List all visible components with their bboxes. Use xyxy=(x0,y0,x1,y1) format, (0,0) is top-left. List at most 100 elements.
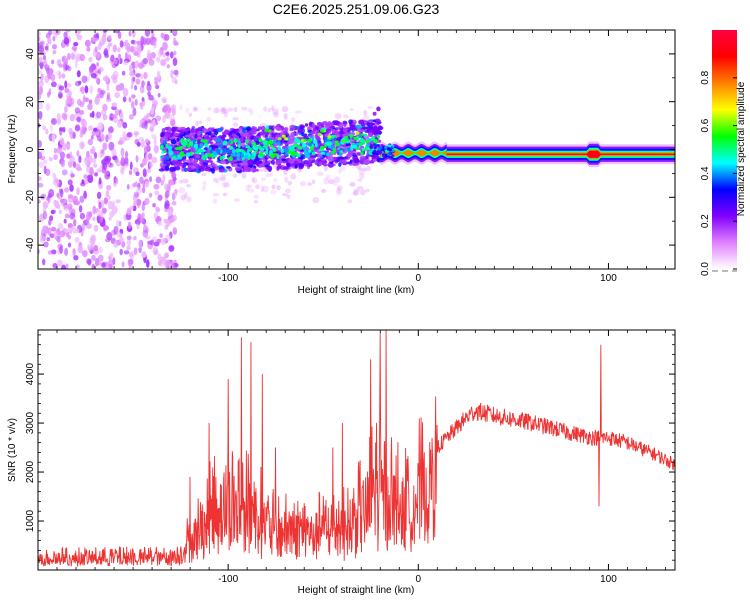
spectral-blob xyxy=(115,161,122,167)
spectral-blob xyxy=(179,104,183,111)
spectral-blob xyxy=(43,165,47,175)
spectral-blob xyxy=(174,188,178,195)
spectral-blob xyxy=(314,134,318,139)
spectral-blob xyxy=(74,80,81,87)
spectral-blob xyxy=(97,122,104,131)
spectral-blob xyxy=(63,105,68,113)
spectral-blob xyxy=(197,126,204,131)
spectral-blob xyxy=(64,88,70,94)
spectral-blob xyxy=(233,107,238,113)
spectral-blob xyxy=(167,108,172,114)
spectral-blob xyxy=(86,150,90,159)
spectral-blob xyxy=(51,59,55,65)
spectral-blob xyxy=(102,142,108,151)
spectral-blob xyxy=(230,153,236,157)
spectral-blob xyxy=(247,184,253,188)
spectral-blob xyxy=(277,137,282,141)
spectral-blob xyxy=(290,173,297,180)
spectral-blob xyxy=(105,134,109,143)
spectral-blob xyxy=(164,203,170,210)
spectral-blob xyxy=(142,58,148,65)
spectral-blob xyxy=(316,171,324,177)
spectral-blob xyxy=(154,190,160,196)
spectral-blob xyxy=(281,106,289,113)
spectral-blob xyxy=(129,71,135,77)
spectral-blob xyxy=(107,259,114,267)
spectral-blob xyxy=(271,159,276,166)
spectral-blob xyxy=(180,194,187,201)
spectral-blob xyxy=(176,137,180,142)
spectral-blob xyxy=(187,167,192,172)
spectral-blob xyxy=(185,138,191,142)
spectral-blob xyxy=(221,148,227,153)
spectral-blob xyxy=(221,135,226,142)
spectral-blob xyxy=(142,181,146,188)
colorbar: 0.0 0.2 0.4 0.6 0.8 Normalized spectral ampl… xyxy=(700,30,747,276)
spectral-blob xyxy=(342,120,348,125)
spectral-blob xyxy=(378,151,382,155)
spectral-blob xyxy=(148,94,154,101)
spectral-blob xyxy=(273,111,279,118)
spectral-blob xyxy=(91,157,97,164)
figure-title: C2E6.2025.251.09.06.G23 xyxy=(273,1,440,17)
spectral-blob xyxy=(335,126,340,130)
spectral-blob xyxy=(63,31,68,39)
spectral-blob xyxy=(386,147,391,151)
spectral-blob xyxy=(185,107,190,114)
spectral-blob xyxy=(86,243,93,250)
snr-axes: -100 0 100 1000 2000 3000 4000 xyxy=(25,330,675,585)
spectral-blob xyxy=(172,230,177,235)
spectral-blob xyxy=(242,160,248,166)
spectral-blob xyxy=(287,140,294,145)
spectral-blob xyxy=(58,127,64,132)
spectral-blob xyxy=(181,178,189,184)
spectral-blob xyxy=(106,92,111,98)
spectral-blob xyxy=(141,203,146,212)
spectral-blob xyxy=(183,167,188,172)
spectral-blob xyxy=(207,164,213,168)
spectral-blob xyxy=(42,210,48,220)
spectral-blob xyxy=(198,158,203,162)
spectral-blob xyxy=(206,116,212,122)
spectral-blob xyxy=(218,176,226,182)
spectral-blob xyxy=(194,133,198,139)
spectral-blob xyxy=(66,153,71,159)
spectral-blob xyxy=(76,116,81,123)
spectral-blob xyxy=(186,184,192,188)
spectral-blob xyxy=(311,179,316,185)
snr-panel: -100 0 100 1000 2000 3000 4000 Height of strai… xyxy=(7,329,676,596)
spectral-blob xyxy=(148,153,153,160)
spectrogram-panel: -100 0 100 -40 -20 0 20 40 Height of straight l… xyxy=(7,29,676,296)
spectral-blob xyxy=(349,182,356,187)
spectral-blob xyxy=(133,247,138,255)
spectral-blob xyxy=(91,254,96,261)
spectral-blob xyxy=(126,245,131,251)
spectral-blob xyxy=(355,131,360,135)
spectral-blob xyxy=(89,85,93,95)
spectral-blob xyxy=(81,119,88,129)
spectral-blob xyxy=(284,176,289,183)
spectral-blob xyxy=(114,205,118,213)
spectral-blob xyxy=(144,197,150,205)
y-tick-label: 0 xyxy=(25,146,36,152)
spectral-blob xyxy=(349,107,354,112)
spectral-blob xyxy=(267,129,272,133)
spectral-blob xyxy=(72,251,76,256)
spectral-blob xyxy=(56,238,61,243)
x-tick-label: 100 xyxy=(600,273,617,284)
spectral-blob xyxy=(358,168,365,176)
spectral-blob xyxy=(272,140,277,145)
spectral-blob xyxy=(210,149,213,154)
spectral-blob xyxy=(251,177,258,184)
spectral-blob xyxy=(264,151,269,155)
spectral-blob xyxy=(38,91,42,100)
spectral-blob xyxy=(259,168,263,172)
spectral-blob xyxy=(338,162,342,167)
spectral-blob xyxy=(56,146,63,154)
spectral-blob xyxy=(171,155,177,160)
spectral-blob xyxy=(135,155,139,163)
spectral-blob xyxy=(262,158,266,163)
spectral-blob xyxy=(284,126,289,132)
spectral-blob xyxy=(298,162,305,168)
spectral-blob xyxy=(52,36,56,42)
